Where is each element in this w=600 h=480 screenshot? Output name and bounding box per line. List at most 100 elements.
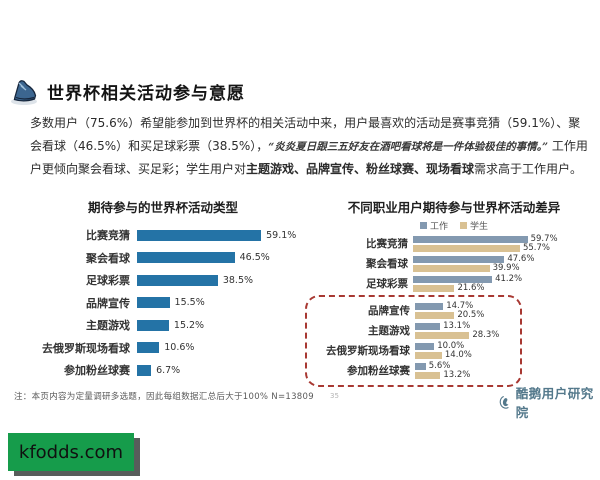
bar-row: 品牌宣传 15.5%: [28, 292, 298, 315]
watermark-text: kfodds.com: [18, 441, 124, 463]
soccer-boot-icon: [11, 80, 37, 105]
logo-text: 酷鹅用户研究院: [515, 386, 594, 420]
category-label: 参加粉丝球赛: [347, 365, 410, 377]
value-label: 15.5%: [174, 297, 205, 309]
bar: [137, 364, 152, 376]
bar-pair: 13.1% 28.3%: [415, 321, 500, 340]
bar-row: 参加粉丝球赛 6.7%: [28, 359, 298, 382]
bar-row: 主题游戏 13.1% 28.3%: [316, 321, 514, 340]
bar-row: 主题游戏 15.2%: [28, 314, 298, 337]
footnote: 注：本页内容为定量调研多选题，因此每组数据汇总后大于100% N=13809: [14, 392, 314, 402]
bar-line: 41.2%: [413, 274, 523, 284]
chart-occupation-difference: 不同职业用户期待参与世界杯活动差异 工作 学生 比赛竞猜 59.7% 55.7% 聚会看…: [305, 197, 594, 387]
value-label: 10.0%: [437, 341, 465, 351]
bar-pair: 14.7% 20.5%: [415, 301, 485, 320]
category-label: 品牌宣传: [86, 296, 130, 310]
watermark-badge: kfodds.com: [8, 433, 134, 471]
category-label: 主题游戏: [368, 325, 410, 337]
value-label: 21.6%: [457, 283, 485, 293]
chart1-title: 期待参与的世界杯活动类型: [87, 200, 238, 215]
bar-row: 聚会看球 47.6% 39.9%: [314, 254, 594, 273]
value-label: 47.6%: [507, 254, 535, 264]
bar: [137, 319, 169, 331]
category-label: 足球彩票: [86, 274, 130, 288]
bar-line: 14.7%: [415, 301, 484, 311]
value-label: 59.1%: [266, 229, 297, 241]
chart1-bars: 比赛竞猜 59.1% 聚会看球 46.5% 足球彩票 38.5% 品牌宣传 15.5% 主题游戏…: [28, 224, 298, 382]
bar: [137, 229, 262, 241]
category-label: 去俄罗斯现场看球: [326, 345, 410, 357]
category-label: 足球彩票: [366, 278, 408, 290]
goose-logo-icon: [499, 395, 509, 409]
bar-pair: 10.0% 14.0%: [415, 341, 472, 360]
value-label: 20.5%: [457, 310, 485, 320]
bar-row: 参加粉丝球赛 5.6% 13.2%: [316, 361, 514, 380]
bar: [415, 362, 426, 370]
research-institute-logo: 酷鹅用户研究院: [497, 383, 600, 421]
value-label: 39.9%: [492, 263, 520, 273]
chart2-bars: 比赛竞猜 59.7% 55.7% 聚会看球 47.6% 39.9% 足球彩票 41.2% 21.…: [305, 234, 594, 387]
bar-line: 10.0%: [415, 341, 472, 351]
legend-item: 学生: [460, 219, 488, 232]
bar: [415, 302, 444, 310]
bar: [137, 297, 170, 309]
category-label: 参加粉丝球赛: [64, 364, 130, 378]
chart2-title: 不同职业用户期待参与世界杯活动差异: [347, 200, 561, 215]
bar-line: 20.5%: [415, 310, 485, 320]
category-label: 聚会看球: [366, 258, 408, 270]
bar-line: 14.0%: [415, 350, 472, 360]
bar: [415, 322, 441, 330]
bar-pair: 47.6% 39.9%: [413, 254, 535, 273]
bar: [413, 244, 520, 252]
bar-row: 比赛竞猜 59.7% 55.7%: [314, 234, 594, 253]
legend-swatch: [419, 222, 427, 229]
summary-paragraph: 多数用户（75.6%）希望能参加到世界杯的相关活动中来，用户最喜欢的活动是赛事竞…: [30, 112, 588, 181]
legend-label: 工作: [429, 222, 448, 232]
bar: [413, 284, 455, 292]
bar-row: 足球彩票 41.2% 21.6%: [314, 274, 594, 293]
value-label: 13.1%: [443, 321, 471, 331]
category-label: 比赛竞猜: [86, 229, 130, 243]
legend-label: 学生: [470, 222, 489, 232]
bar-row: 聚会看球 46.5%: [28, 247, 298, 270]
category-label: 品牌宣传: [368, 305, 410, 317]
bar-row: 品牌宣传 14.7% 20.5%: [316, 301, 514, 320]
value-label: 28.3%: [472, 330, 500, 340]
header: 世界杯相关活动参与意愿: [8, 76, 245, 106]
bar: [413, 235, 528, 243]
bar-line: 47.6%: [413, 254, 535, 264]
bar-line: 59.7%: [413, 234, 558, 244]
page-number: 35: [330, 392, 339, 400]
bar-line: 28.3%: [415, 330, 500, 340]
bar-line: 39.9%: [413, 263, 534, 273]
paragraph-segment: “炎炎夏日跟三五好友在酒吧看球将是一件体验极佳的事情。”: [268, 140, 549, 153]
bar-line: 5.6%: [415, 361, 470, 371]
chart-expected-activities: 期待参与的世界杯活动类型 比赛竞猜 59.1% 聚会看球 46.5% 足球彩票 38.5%…: [28, 197, 298, 382]
bar-line: 55.7%: [413, 243, 558, 253]
bar-line: 13.1%: [415, 321, 499, 331]
category-label: 聚会看球: [86, 251, 130, 265]
value-label: 13.2%: [443, 370, 471, 380]
bar: [137, 274, 218, 286]
paragraph-segment: 需求高于工作用户。: [474, 161, 583, 176]
bar: [413, 264, 490, 272]
category-label: 比赛竞猜: [366, 238, 408, 250]
paragraph-segment: 工作用户更倾向聚会看球、买足彩；学生用户对: [30, 138, 588, 176]
bar: [415, 371, 441, 379]
bar: [137, 252, 235, 264]
bar-pair: 5.6% 13.2%: [415, 361, 471, 380]
legend-swatch: [460, 222, 467, 229]
bar-line: 21.6%: [413, 283, 522, 293]
value-label: 6.7%: [156, 364, 181, 376]
paragraph-segment: 主题游戏、品牌宣传、粉丝球赛、现场看球: [246, 161, 475, 176]
paragraph-segment: 多数用户（75.6%）希望能参加到世界杯的相关活动中来，用户最喜欢的活动是赛事竞…: [30, 116, 581, 153]
bar: [415, 351, 442, 359]
bar: [415, 331, 470, 339]
category-label: 去俄罗斯现场看球: [42, 341, 130, 355]
value-label: 46.5%: [239, 252, 270, 264]
value-label: 15.2%: [173, 319, 205, 331]
value-label: 55.7%: [522, 243, 550, 253]
value-label: 41.2%: [495, 274, 523, 284]
category-label: 主题游戏: [86, 319, 130, 333]
